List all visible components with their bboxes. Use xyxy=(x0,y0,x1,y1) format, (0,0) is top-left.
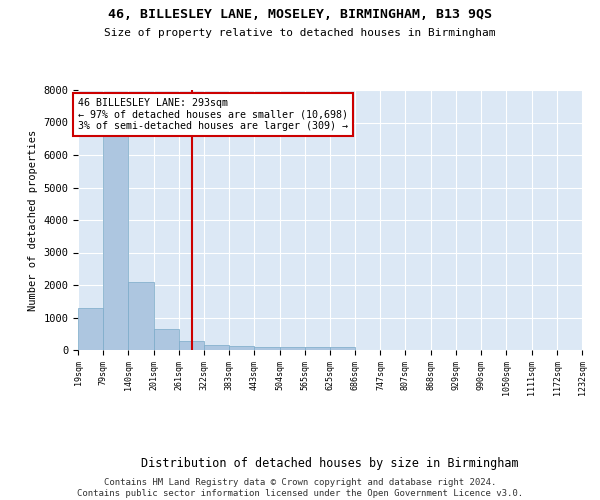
Bar xyxy=(305,348,330,350)
Bar xyxy=(229,346,254,350)
Bar xyxy=(280,348,305,350)
Text: Contains HM Land Registry data © Crown copyright and database right 2024.
Contai: Contains HM Land Registry data © Crown c… xyxy=(77,478,523,498)
Text: Size of property relative to detached houses in Birmingham: Size of property relative to detached ho… xyxy=(104,28,496,38)
Bar xyxy=(128,282,154,350)
Bar xyxy=(254,347,280,350)
Bar xyxy=(78,308,103,350)
Bar xyxy=(330,346,355,350)
Y-axis label: Number of detached properties: Number of detached properties xyxy=(28,130,38,310)
Bar xyxy=(154,329,179,350)
Bar xyxy=(179,340,204,350)
Bar xyxy=(204,345,229,350)
Text: Distribution of detached houses by size in Birmingham: Distribution of detached houses by size … xyxy=(141,458,519,470)
Text: 46 BILLESLEY LANE: 293sqm
← 97% of detached houses are smaller (10,698)
3% of se: 46 BILLESLEY LANE: 293sqm ← 97% of detac… xyxy=(78,98,348,132)
Text: 46, BILLESLEY LANE, MOSELEY, BIRMINGHAM, B13 9QS: 46, BILLESLEY LANE, MOSELEY, BIRMINGHAM,… xyxy=(108,8,492,20)
Bar xyxy=(103,136,128,350)
